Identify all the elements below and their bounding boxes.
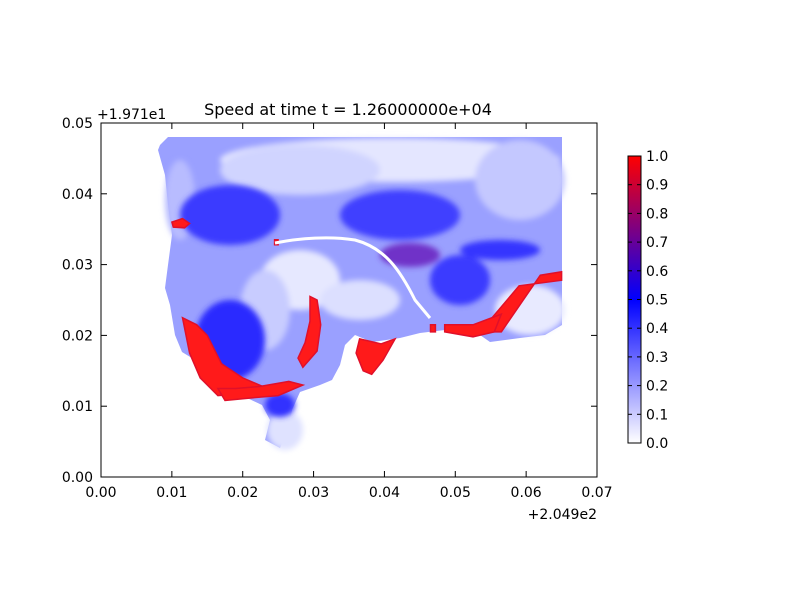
chart-title: Speed at time t = 1.26000000e+04	[204, 100, 492, 119]
x-tick-label: 0.02	[227, 485, 258, 501]
colorbar-tick-label: 0.9	[646, 178, 668, 194]
y-tick-label: 0.02	[62, 328, 93, 344]
fast-region-harbour-mouth	[443, 312, 503, 338]
colorbar-tick-label: 0.6	[646, 264, 668, 280]
colorbar-tick-label: 0.0	[646, 436, 668, 452]
colorbar-tick-label: 0.5	[646, 293, 668, 309]
x-tick-label: 0.06	[511, 485, 542, 501]
y-tick-label: 0.03	[62, 258, 93, 274]
x-axis: 0.00 0.01 0.02 0.03 0.04 0.05 0.06 0.07	[85, 123, 613, 501]
x-offset-label: +2.049e2	[528, 507, 597, 523]
colorbar-tick-label: 0.2	[646, 379, 668, 395]
x-tick-label: 0.04	[369, 485, 400, 501]
fast-region-bay-east-shore	[297, 295, 322, 369]
colorbar-tick-label: 0.1	[646, 407, 668, 423]
channel-line	[274, 236, 432, 319]
colorbar-tick-label: 0.3	[646, 350, 668, 366]
y-tick-label: 0.00	[62, 470, 93, 486]
x-tick-label: 0.01	[156, 485, 187, 501]
colorbar-tick-label: 0.7	[646, 235, 668, 251]
axes-frame	[100, 122, 598, 478]
mid-speed-patches	[180, 185, 540, 417]
colorbar-ticks: 0.0 0.1 0.2 0.3 0.4 0.5 0.6 0.7 0.8 0.9 1.0	[628, 149, 668, 452]
y-tick-label: 0.05	[62, 116, 93, 132]
x-tick-label: 0.03	[298, 485, 329, 501]
x-tick-label: 0.05	[440, 485, 471, 501]
colorbar-tick-label: 0.8	[646, 206, 668, 222]
fast-region-south-coast	[216, 380, 306, 402]
colorbar-tick-label: 0.4	[646, 321, 668, 337]
fast-region-headland-tip	[355, 337, 397, 376]
y-axis: 0.00 0.01 0.02 0.03 0.04 0.05	[62, 116, 597, 486]
x-tick-label: 0.00	[85, 485, 116, 501]
fast-region-small-spot-2	[429, 324, 437, 333]
heatmap-area	[158, 137, 565, 450]
y-tick-label: 0.04	[62, 187, 93, 203]
colorbar-tick-label: 1.0	[646, 149, 668, 165]
y-offset-label: +1.971e1	[97, 107, 166, 123]
fast-regions	[170, 217, 563, 402]
x-tick-label: 0.07	[581, 485, 612, 501]
y-tick-label: 0.01	[62, 399, 93, 415]
fast-region-north-west-inlet	[170, 217, 191, 229]
